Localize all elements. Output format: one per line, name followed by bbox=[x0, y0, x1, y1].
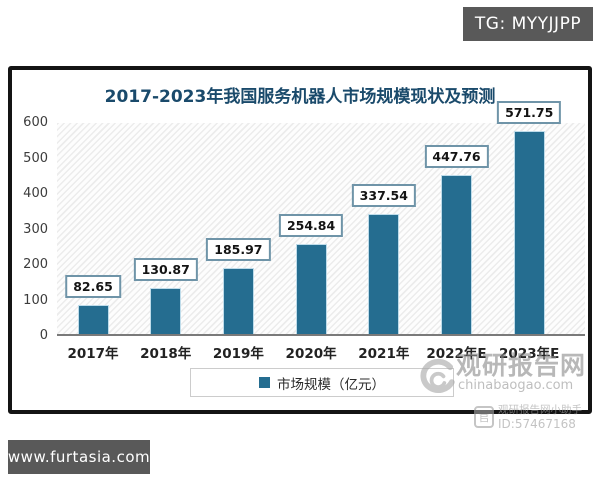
bar bbox=[77, 305, 109, 334]
qr-helper-icon: 官 bbox=[474, 405, 494, 428]
bar bbox=[513, 131, 545, 334]
telegram-contact-badge: TG: MYYJJPP bbox=[463, 7, 593, 41]
bar-value-label: 337.54 bbox=[351, 184, 416, 207]
bar-value-label: 447.76 bbox=[424, 145, 489, 168]
bar-value-label: 130.87 bbox=[133, 258, 198, 281]
y-axis-tick-label: 0 bbox=[39, 328, 48, 343]
chart-title: 2017-2023年我国服务机器人市场规模现状及预测 bbox=[104, 87, 496, 107]
x-axis-tick-label: 2023年E bbox=[499, 346, 560, 362]
x-axis-tick-label: 2019年 bbox=[212, 346, 264, 362]
bar bbox=[368, 214, 400, 334]
telegram-contact-text: TG: MYYJJPP bbox=[474, 14, 582, 34]
bar-value-label: 571.75 bbox=[497, 101, 562, 124]
bar bbox=[222, 268, 254, 334]
legend-box: 市场规模（亿元） bbox=[190, 368, 454, 397]
bar-value-label: 185.97 bbox=[206, 238, 271, 261]
y-axis-tick-label: 100 bbox=[23, 292, 48, 308]
bar-value-label: 82.65 bbox=[65, 275, 121, 298]
x-axis-tick-label: 2020年 bbox=[285, 346, 337, 362]
x-axis-tick-label: 2017年 bbox=[67, 346, 119, 362]
bar bbox=[441, 175, 472, 334]
bar-value-label: 254.84 bbox=[278, 214, 344, 237]
y-axis-tick-label: 600 bbox=[23, 115, 48, 130]
chart-frame: 2017-2023年我国服务机器人市场规模现状及预测 600 500 400 300 2… bbox=[8, 66, 592, 431]
watermark-helper-id: ID:57467168 bbox=[498, 417, 576, 431]
legend-marker-swatch bbox=[259, 377, 270, 388]
y-axis-tick-label: 300 bbox=[23, 221, 48, 237]
plot-area: 600 500 400 300 200 100 0 82.65 2017年 130.87 2018年… bbox=[23, 101, 585, 362]
watermark-helper-name: 观研报告网小助手 bbox=[498, 404, 582, 416]
x-axis-tick-label: 2018年 bbox=[140, 346, 192, 362]
x-axis-tick-label: 2022年E bbox=[426, 346, 487, 362]
y-axis-tick-label: 400 bbox=[23, 186, 48, 201]
y-axis-tick-label: 200 bbox=[23, 257, 48, 272]
x-axis-tick-label: 2021年 bbox=[358, 346, 410, 362]
bar bbox=[295, 244, 327, 334]
site-url-text: www.furtasia.com bbox=[7, 448, 151, 466]
y-axis-tick-label: 500 bbox=[23, 150, 48, 166]
site-url-badge: www.furtasia.com bbox=[8, 440, 150, 474]
bar bbox=[150, 288, 182, 334]
legend-label: 市场规模（亿元） bbox=[277, 376, 385, 393]
watermark-domain: chinabaogao.com bbox=[458, 378, 574, 394]
